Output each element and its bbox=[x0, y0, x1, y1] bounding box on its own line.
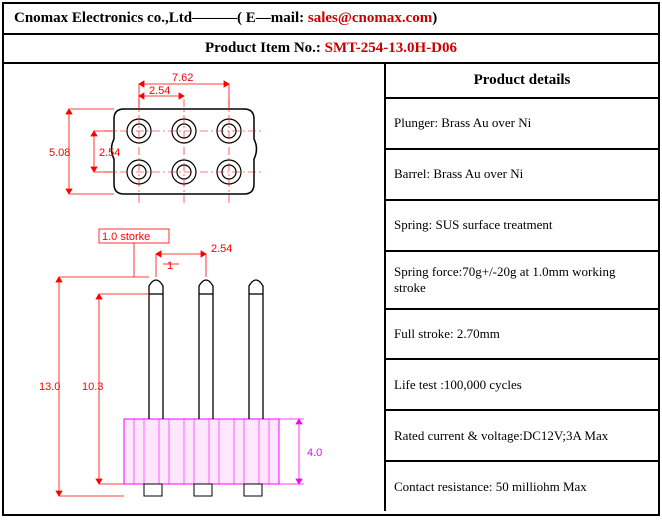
dim-pitch-x: 2.54 bbox=[149, 85, 170, 97]
company-header: Cnomax Electronics co.,Ltd———( E—mail: s… bbox=[4, 4, 658, 35]
detail-spring: Spring: SUS surface treatment bbox=[386, 201, 658, 252]
technical-drawing: 7.62 2.54 5.08 2.54 bbox=[4, 64, 386, 511]
company-name: Cnomax Electronics co.,Ltd———( E—mail: bbox=[14, 10, 308, 26]
part-number: SMT-254-13.0H-D06 bbox=[325, 40, 457, 56]
detail-rated: Rated current & voltage:DC12V;3A Max bbox=[386, 411, 658, 462]
detail-barrel: Barrel: Brass Au over Ni bbox=[386, 150, 658, 201]
detail-life-test: Life test :100,000 cycles bbox=[386, 360, 658, 411]
dim-base-h: 4.0 bbox=[307, 447, 322, 459]
datasheet-frame: Cnomax Electronics co.,Ltd———( E—mail: s… bbox=[2, 2, 660, 516]
dim-total-h: 13.0 bbox=[39, 381, 60, 393]
product-item-row: Product Item No.: SMT-254-13.0H-D06 bbox=[4, 35, 658, 64]
dim-one: 1 bbox=[167, 260, 173, 272]
header-close: ) bbox=[432, 10, 437, 26]
email-link[interactable]: sales@cnomax.com bbox=[308, 10, 432, 26]
dim-pitch-y: 2.54 bbox=[99, 147, 120, 159]
item-label: Product Item No.: bbox=[205, 40, 325, 56]
detail-spring-force: Spring force:70g+/-20g at 1.0mm working … bbox=[386, 252, 658, 310]
detail-full-stroke: Full stroke: 2.70mm bbox=[386, 310, 658, 361]
dim-height: 5.08 bbox=[49, 147, 70, 159]
drawing-panel: 7.62 2.54 5.08 2.54 bbox=[4, 64, 386, 511]
details-title: Product details bbox=[386, 64, 658, 99]
detail-contact-res: Contact resistance: 50 milliohm Max bbox=[386, 462, 658, 511]
stroke-label: 1.0 storke bbox=[102, 231, 150, 243]
dim-side-pitch: 2.54 bbox=[211, 243, 232, 255]
details-panel: Product details Plunger: Brass Au over N… bbox=[386, 64, 658, 511]
dim-pin-h: 10.3 bbox=[82, 381, 103, 393]
dim-width: 7.62 bbox=[172, 72, 193, 84]
detail-plunger: Plunger: Brass Au over Ni bbox=[386, 99, 658, 150]
main-content: 7.62 2.54 5.08 2.54 bbox=[4, 64, 658, 511]
